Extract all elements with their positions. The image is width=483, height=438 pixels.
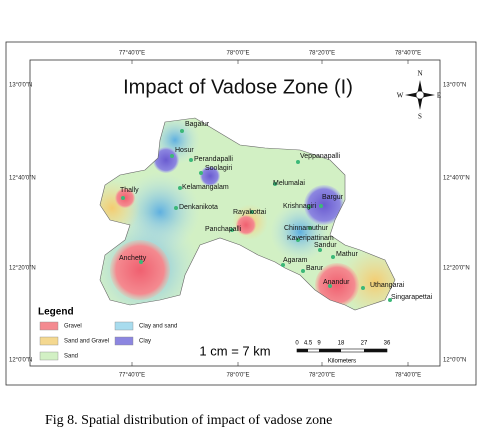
- place-label: Kaveripattinam: [287, 235, 334, 242]
- place-label: Barur: [306, 265, 324, 272]
- map-title: Impact of Vadose Zone (I): [123, 76, 353, 98]
- place-marker: [180, 129, 184, 133]
- legend-label: Clay and sand: [139, 324, 177, 330]
- scale-bar: Kilometers 0 4.5 9 18 27 36: [295, 341, 391, 365]
- place-label: Thally: [120, 187, 139, 194]
- longitude-label: 78°20'0"E: [309, 51, 335, 57]
- place-marker: [296, 238, 300, 242]
- place-label: Denkanikota: [179, 204, 218, 211]
- place-marker: [121, 196, 125, 200]
- place-marker: [230, 228, 234, 232]
- place-label: Anchetty: [119, 255, 147, 262]
- scale-unit: Kilometers: [328, 359, 356, 365]
- legend: Legend Gravel Clay and sand Sand and Gra…: [38, 307, 177, 361]
- longitude-label: 78°40'0"E: [395, 373, 421, 379]
- longitude-label: 78°0'0"E: [226, 51, 249, 57]
- legend-title: Legend: [38, 307, 74, 318]
- place-label: Soolagiri: [205, 165, 233, 172]
- place-marker: [388, 298, 392, 302]
- compass-w: W: [397, 92, 404, 100]
- place-marker: [307, 205, 311, 209]
- latitude-label: 12°20'0"N: [9, 266, 36, 272]
- legend-label: Clay: [139, 339, 151, 345]
- place-marker: [178, 186, 182, 190]
- compass-n: N: [417, 70, 422, 78]
- place-marker: [170, 154, 174, 158]
- place-label: Chinnamuthur: [284, 225, 329, 232]
- compass-s: S: [418, 113, 422, 121]
- place-label: Hosur: [175, 147, 194, 154]
- place-label: Melumalai: [273, 180, 305, 187]
- place-marker: [296, 160, 300, 164]
- place-label: Agaram: [283, 257, 308, 264]
- place-marker: [301, 269, 305, 273]
- place-label: Uthangarai: [370, 282, 405, 289]
- latitude-label: 12°0'0"N: [9, 358, 32, 364]
- place-label: Bagalur: [185, 121, 210, 128]
- place-marker: [174, 206, 178, 210]
- place-label: Singarapettai: [391, 294, 433, 301]
- place-label: Perandapalli: [194, 156, 233, 163]
- scale-tick-label: 9: [317, 341, 321, 347]
- place-label: Rayakottai: [233, 209, 267, 216]
- scale-tick-label: 27: [361, 341, 368, 347]
- scale-text: 1 cm = 7 km: [199, 343, 270, 358]
- place-marker: [319, 204, 323, 208]
- latitude-label: 12°40'0"N: [9, 176, 36, 182]
- place-marker: [308, 226, 312, 230]
- place-label: Sandur: [314, 242, 337, 249]
- place-label: Krishnagiri: [283, 203, 317, 210]
- place-marker: [189, 158, 193, 162]
- caption: Fig 8. Spatial distribution of impact of…: [45, 413, 332, 428]
- place-marker: [273, 182, 277, 186]
- latitude-label: 13°0'0"N: [443, 83, 466, 89]
- scale-tick-label: 36: [384, 341, 391, 347]
- longitude-label: 77°40'0"E: [119, 373, 145, 379]
- longitude-label: 78°40'0"E: [395, 51, 421, 57]
- district-boundary: [99, 117, 396, 311]
- longitude-label: 78°20'0"E: [309, 373, 335, 379]
- legend-label: Sand and Gravel: [64, 339, 109, 345]
- latitude-label: 12°0'0"N: [443, 358, 466, 364]
- place-marker: [250, 210, 254, 214]
- legend-label: Gravel: [64, 324, 82, 330]
- scale-tick-label: 4.5: [304, 341, 313, 347]
- latitude-label: 13°0'0"N: [9, 83, 32, 89]
- place-marker: [361, 286, 365, 290]
- place-label: Kelamangalam: [182, 184, 229, 191]
- place-marker: [139, 260, 143, 264]
- scale-tick-label: 0: [295, 341, 299, 347]
- place-marker: [331, 255, 335, 259]
- latitude-label: 12°40'0"N: [443, 176, 470, 182]
- legend-label: Sand: [64, 354, 78, 360]
- place-marker: [199, 171, 203, 175]
- compass-e: E: [437, 92, 441, 100]
- place-label: Mathur: [336, 251, 358, 258]
- place-marker: [281, 263, 285, 267]
- longitude-label: 78°0'0"E: [226, 373, 249, 379]
- compass: N S E W: [397, 70, 441, 121]
- place-label: Veppanapalli: [300, 153, 341, 160]
- place-label: Anandur: [323, 279, 350, 286]
- place-label: Panchapalli: [205, 226, 242, 233]
- place-marker: [328, 284, 332, 288]
- longitude-label: 77°40'0"E: [119, 51, 145, 57]
- latitude-label: 12°20'0"N: [443, 266, 470, 272]
- place-marker: [318, 248, 322, 252]
- place-label: Bargur: [322, 194, 344, 201]
- scale-tick-label: 18: [338, 341, 345, 347]
